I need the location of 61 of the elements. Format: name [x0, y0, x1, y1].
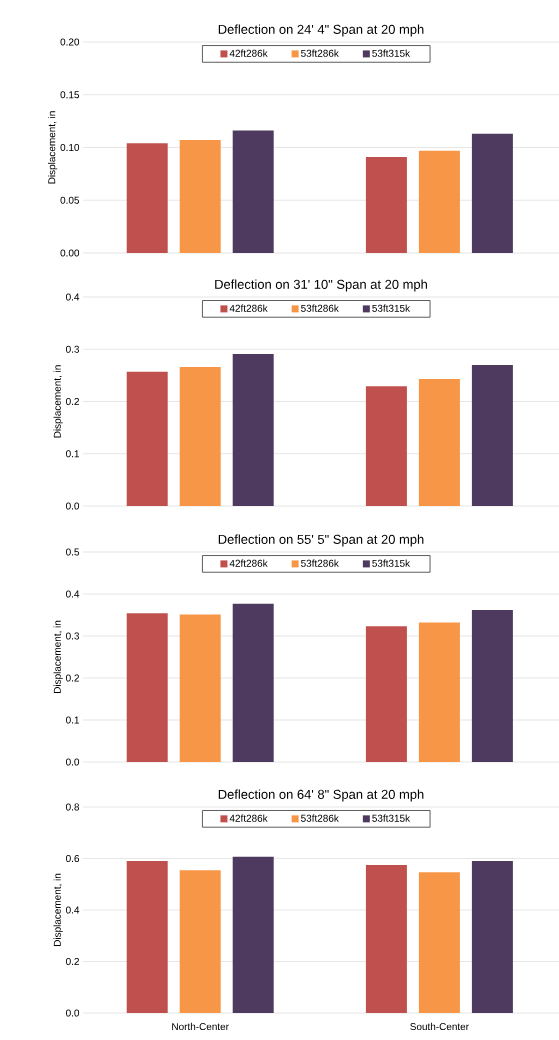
- y-tick-label: 0.05: [60, 196, 80, 204]
- bar: [365, 156, 407, 253]
- legend-label: 42ft286k: [229, 304, 268, 312]
- y-tick-label: 0.8: [66, 803, 80, 811]
- bar: [179, 140, 221, 253]
- y-tick-label: 0.4: [66, 293, 80, 301]
- y-tick-label: 0.10: [60, 143, 80, 152]
- y-tick-label: 0.20: [60, 38, 80, 46]
- y-axis-title: Displacement, in: [47, 111, 58, 184]
- legend-label: 53ft315k: [372, 814, 411, 822]
- chart-title: Deflection on 55' 5" Span at 20 mph: [218, 534, 424, 547]
- y-tick-label: 0.4: [66, 590, 80, 598]
- legend-label: 42ft286k: [229, 814, 268, 822]
- y-tick-label: 0.6: [66, 854, 80, 863]
- bar: [232, 856, 274, 1013]
- bar: [365, 626, 407, 762]
- chart-title: Deflection on 31' 10" Span at 20 mph: [215, 279, 427, 292]
- bar: [126, 861, 168, 1013]
- bar: [418, 622, 460, 762]
- bar: [471, 861, 513, 1013]
- bar: [126, 143, 168, 253]
- legend-label: 53ft286k: [301, 49, 339, 57]
- bar: [418, 872, 460, 1013]
- legend-label: 42ft286k: [229, 559, 268, 567]
- y-tick-label: 0.5: [66, 548, 80, 556]
- chart-title: Deflection on 64' 8" Span at 20 mph: [218, 789, 424, 802]
- bar: [471, 609, 513, 762]
- bar: [418, 150, 460, 253]
- x-tick-label: South-Center: [410, 1022, 469, 1031]
- bar: [232, 130, 274, 253]
- legend-label: 53ft286k: [301, 559, 339, 567]
- y-tick-label: 0.2: [66, 674, 79, 682]
- bar: [471, 133, 513, 253]
- y-tick-label: 0.0: [66, 1009, 80, 1017]
- y-tick-label: 0.1: [66, 450, 79, 458]
- bar: [179, 614, 221, 762]
- bar: [126, 613, 168, 762]
- y-axis-title: Displacement, in: [53, 620, 63, 694]
- y-tick-label: 0.0: [66, 758, 80, 766]
- y-tick-label: 0.2: [66, 957, 79, 966]
- legend-label: 53ft315k: [372, 304, 411, 312]
- y-tick-label: 0.3: [66, 632, 80, 640]
- bar: [365, 864, 407, 1013]
- bar: [179, 870, 221, 1013]
- y-tick-label: 0.2: [66, 397, 79, 406]
- y-tick-label: 0.4: [66, 906, 80, 914]
- y-tick-label: 0.00: [60, 249, 80, 257]
- y-axis-title: Displacement, in: [53, 365, 63, 438]
- legend-label: 53ft286k: [301, 304, 339, 312]
- y-tick-label: 0.0: [66, 502, 80, 510]
- bar: [232, 603, 274, 762]
- y-tick-label: 0.3: [66, 345, 80, 353]
- chart-title: Deflection on 24' 4" Span at 20 mph: [218, 24, 424, 37]
- legend-label: 42ft286k: [229, 49, 268, 57]
- y-tick-label: 0.1: [66, 716, 79, 724]
- y-axis-title: Displacement, in: [53, 873, 63, 947]
- legend-label: 53ft315k: [372, 559, 411, 567]
- x-tick-label: North-Center: [172, 1022, 229, 1031]
- legend-label: 53ft315k: [372, 49, 411, 57]
- legend-label: 53ft286k: [301, 814, 339, 822]
- y-tick-label: 0.15: [60, 91, 80, 99]
